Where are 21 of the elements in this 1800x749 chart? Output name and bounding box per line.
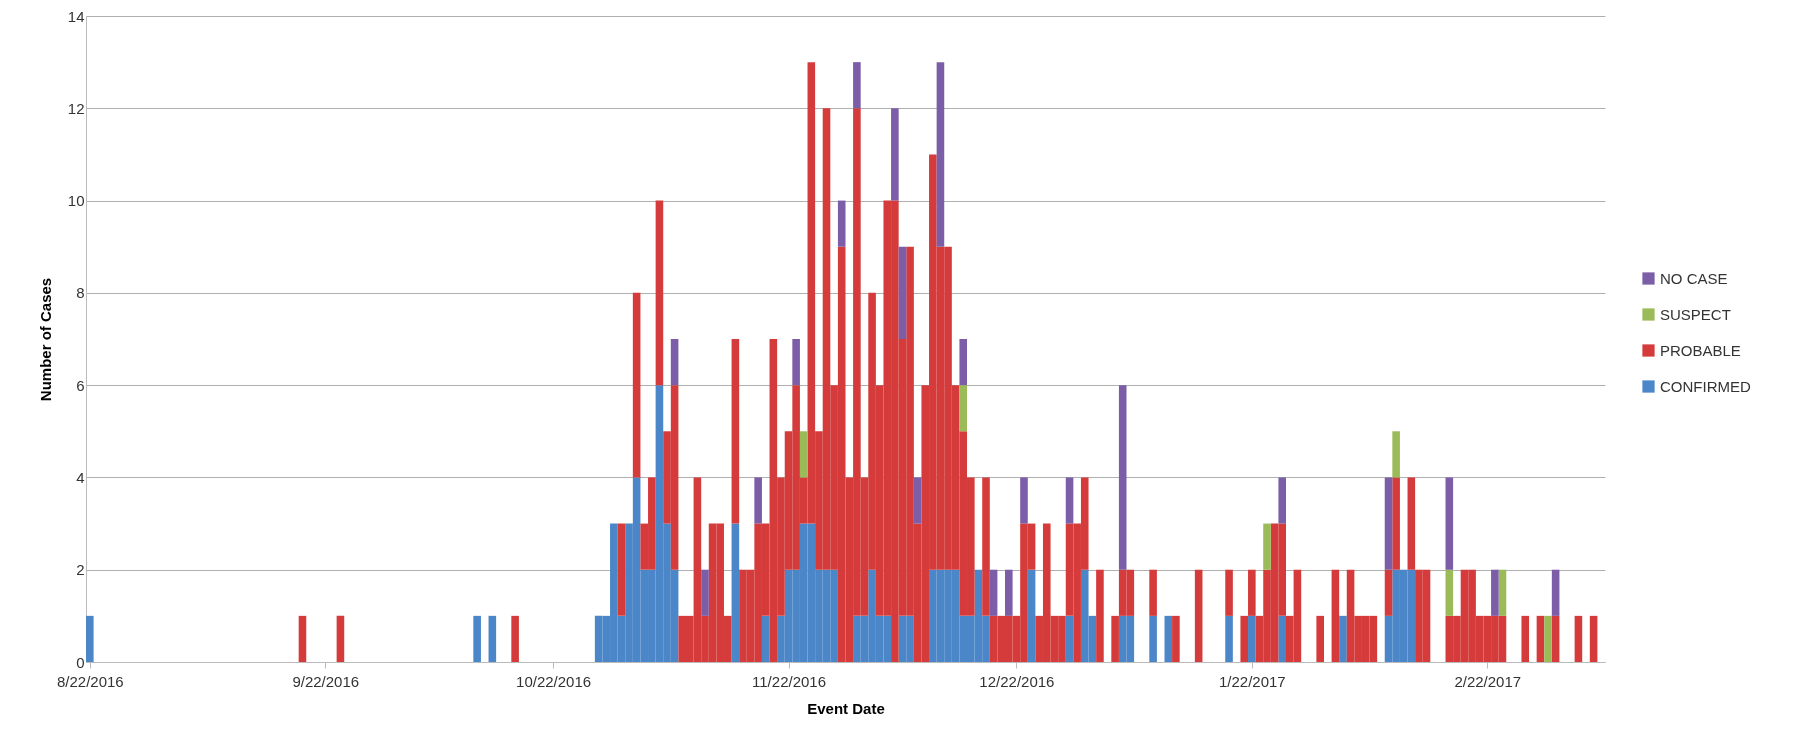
x-tick-label: 8/22/2016 xyxy=(56,672,124,690)
y-tick-label: 6 xyxy=(76,376,85,394)
legend-label: CONFIRMED xyxy=(1660,377,1751,395)
x-tick-label: 9/22/2016 xyxy=(292,672,360,690)
y-tick-label: 10 xyxy=(67,192,85,210)
y-axis-title: Number of Cases xyxy=(36,277,54,402)
y-tick-label: 8 xyxy=(76,284,85,302)
x-tick-label: 1/22/2017 xyxy=(1218,672,1286,690)
x-tick-label: 11/22/2016 xyxy=(752,672,827,690)
legend-label: NO CASE xyxy=(1660,269,1728,287)
legend-label: SUSPECT xyxy=(1660,305,1731,323)
y-tick-label: 4 xyxy=(76,468,85,486)
x-tick-label: 12/22/2016 xyxy=(979,672,1055,690)
y-tick-label: 14 xyxy=(67,7,85,25)
y-tick-label: 2 xyxy=(76,561,85,579)
legend-label: PROBABLE xyxy=(1660,341,1741,359)
x-tick-label: 2/22/2017 xyxy=(1454,672,1522,690)
y-tick-label: 0 xyxy=(76,653,85,671)
x-axis-title: Event Date xyxy=(807,699,885,717)
x-tick-label: 10/22/2016 xyxy=(516,672,592,690)
y-tick-label: 12 xyxy=(67,99,85,117)
